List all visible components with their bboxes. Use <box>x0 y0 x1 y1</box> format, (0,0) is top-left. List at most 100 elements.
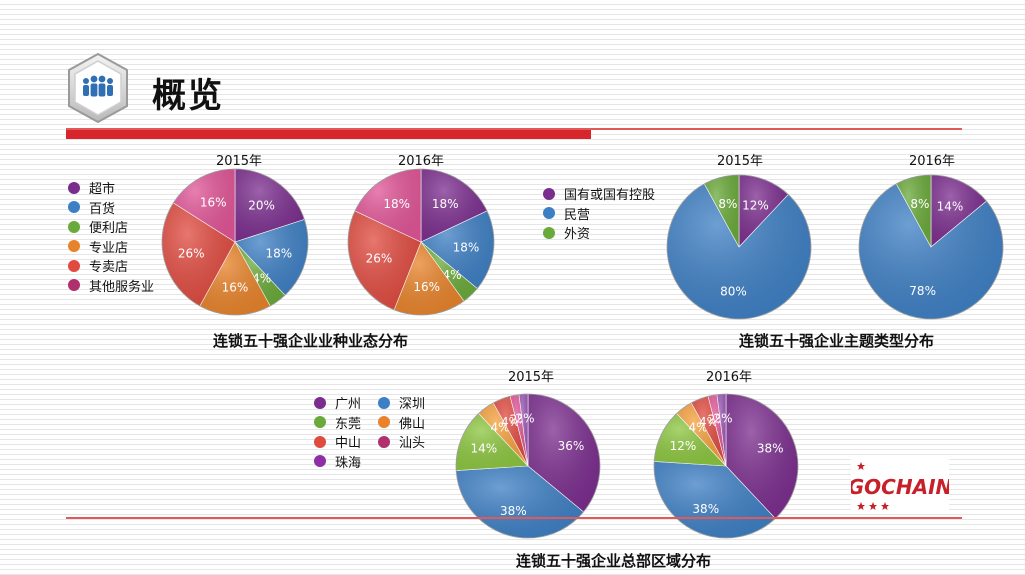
pie-data-label: 26% <box>178 246 205 260</box>
legend-swatch <box>68 279 80 292</box>
legend-business-type: 超市百货便利店 专业店 专卖店其他服务业 <box>68 178 154 295</box>
pie-slice-shade <box>421 169 488 242</box>
year-label-2015: 2015年 <box>716 154 764 169</box>
legend-label: 其他服务业 <box>89 279 155 295</box>
pie-rim <box>653 393 799 539</box>
pie-data-label: 2% <box>515 412 534 426</box>
legend-label: 百货 <box>89 201 116 217</box>
year-label-2015: 2015年 <box>507 370 555 385</box>
legend-item: 专业店 <box>68 237 154 257</box>
pie-rim <box>161 168 309 316</box>
pie-slice-shade <box>199 242 271 315</box>
legend-item: 汕头 <box>378 432 442 452</box>
legend-label: 汕头 <box>399 436 426 452</box>
pie-slice-shade <box>456 413 528 471</box>
pie-slice-shade <box>931 175 987 247</box>
pie-slice-shade <box>676 402 726 466</box>
pie-slice-shade <box>667 183 811 319</box>
legend-label: 广州 <box>335 397 362 413</box>
pie-slice-shade <box>421 210 494 289</box>
legend-item: 佛山 <box>378 413 442 433</box>
pie-data-label: 18% <box>432 197 459 211</box>
chart-title-ownership: 连锁五十强企业主题类型分布 <box>739 332 935 350</box>
pie-data-label: 78% <box>909 284 936 298</box>
legend-swatch <box>378 416 390 429</box>
legend-label: 深圳 <box>399 397 426 413</box>
legend-ownership-type: 国有或国有控股 民营 外资 <box>543 184 655 243</box>
pie-slice-shade <box>510 394 528 466</box>
legend-swatch <box>314 455 326 468</box>
legend-item: 东莞 <box>314 413 378 433</box>
legend-label: 民营 <box>564 207 591 223</box>
legend-swatch <box>378 435 390 448</box>
legend-label: 国有或国有控股 <box>564 188 656 204</box>
pie-chart-business-2015: 20%18%4%16%26%16% <box>161 168 309 316</box>
legend-swatch <box>68 201 80 214</box>
pie-slice-shade <box>478 402 528 466</box>
legend-label: 中山 <box>335 436 362 452</box>
pie-slice-shade <box>394 242 464 315</box>
footer-divider <box>66 517 962 519</box>
pie-data-label: 4% <box>501 415 520 429</box>
legend-swatch <box>378 396 390 409</box>
pie-data-label: 8% <box>910 197 929 211</box>
pie-chart-ownership-2016: 14% 78% 8% <box>858 174 1004 320</box>
pie-slice-shade <box>162 202 235 306</box>
legend-item: 其他服务业 <box>68 276 154 296</box>
pie-chart-business-2016: 18%18%4%16%26%18% <box>347 168 495 316</box>
chart-title-business: 连锁五十强企业业种业态分布 <box>213 332 409 350</box>
legend-swatch <box>314 396 326 409</box>
pie-slice-shade <box>456 466 584 538</box>
pie-data-label: 16% <box>222 280 249 294</box>
legend-label: 便利店 <box>89 221 129 237</box>
pie-data-label: 8% <box>718 197 737 211</box>
legend-item: 百货 <box>68 198 154 218</box>
year-label-2016: 2016年 <box>908 154 956 169</box>
pie-slice-shade <box>348 210 421 310</box>
pie-data-label: 20% <box>248 198 275 212</box>
legend-item: 便利店 <box>68 217 154 237</box>
page-title: 概览 <box>152 76 224 116</box>
legend-item: 外资 <box>543 223 655 243</box>
legend-label: 佛山 <box>399 416 426 432</box>
pie-data-label: 38% <box>692 502 719 516</box>
pie-rim <box>347 168 495 316</box>
legend-swatch <box>314 416 326 429</box>
chart-title-region: 连锁五十强企业总部区域分布 <box>516 552 712 570</box>
pie-slice-shade <box>704 175 739 247</box>
legend-item: 民营 <box>543 204 655 224</box>
pie-slice-shade <box>421 242 478 302</box>
year-label-2016: 2016年 <box>705 370 753 385</box>
pie-data-label: 12% <box>742 198 769 212</box>
legend-label: 超市 <box>89 182 116 198</box>
pie-slice-shade <box>173 169 235 242</box>
legend-item: 专卖店 <box>68 256 154 276</box>
legend-item: 中山 <box>314 432 378 452</box>
legend-swatch <box>68 259 80 272</box>
legend-swatch <box>543 207 555 220</box>
pie-slice-shade <box>708 394 726 466</box>
legend-item: 深圳 <box>378 393 442 413</box>
pie-slice-shade <box>235 169 305 242</box>
pie-data-label: 18% <box>383 197 410 211</box>
legend-item: 珠海 <box>314 452 378 472</box>
pie-slice-shade <box>739 175 789 247</box>
svg-text:GOCHAIN: GOCHAIN <box>851 475 949 499</box>
legend-swatch <box>543 226 555 239</box>
pie-data-label: 16% <box>413 280 440 294</box>
pie-chart-region-2015: 36%38%14%4%4%2%2% <box>455 393 601 539</box>
legend-item: 广州 <box>314 393 378 413</box>
pie-rim <box>858 174 1004 320</box>
pie-data-label: 2% <box>713 412 732 426</box>
pie-data-label: 4% <box>699 415 718 429</box>
pie-data-label: 16% <box>200 195 227 209</box>
people-icon <box>68 52 128 124</box>
pie-data-label: 26% <box>366 252 393 266</box>
pie-slice-shade <box>716 394 726 466</box>
pie-slice-shade <box>528 394 600 512</box>
pie-data-label: 12% <box>670 439 697 453</box>
pie-rim <box>455 393 601 539</box>
pie-data-label: 38% <box>757 442 784 456</box>
pie-data-label: 80% <box>720 284 747 298</box>
pie-data-label: 36% <box>558 439 585 453</box>
